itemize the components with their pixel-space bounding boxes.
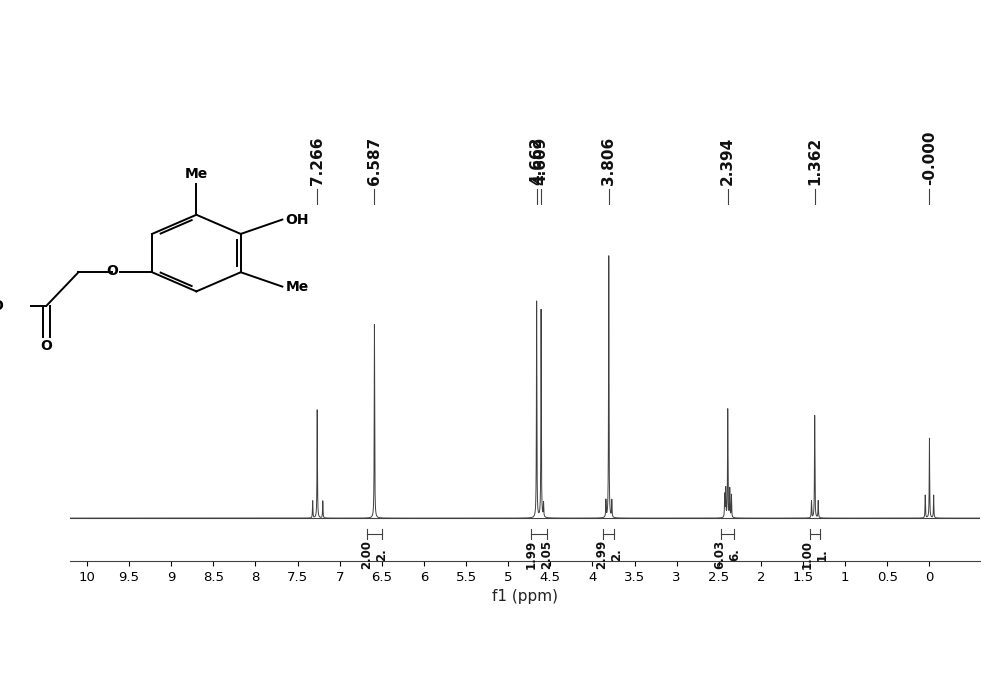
Text: O: O xyxy=(41,339,52,353)
Text: 7.266: 7.266 xyxy=(310,136,325,185)
Text: 6.587: 6.587 xyxy=(367,136,382,185)
Text: 4.662: 4.662 xyxy=(529,136,544,185)
Text: 1.362: 1.362 xyxy=(807,136,822,185)
Text: Me: Me xyxy=(185,168,208,181)
Text: 1.00
1.: 1.00 1. xyxy=(801,540,829,569)
Text: 2.394: 2.394 xyxy=(720,136,735,185)
Text: O: O xyxy=(107,264,118,278)
X-axis label: f1 (ppm): f1 (ppm) xyxy=(492,589,558,604)
Text: 2.99
2.: 2.99 2. xyxy=(595,540,623,569)
Text: 1.99
2.05: 1.99 2.05 xyxy=(525,540,553,569)
Text: 2.00
2.: 2.00 2. xyxy=(360,540,388,569)
Text: 4.609: 4.609 xyxy=(534,136,549,185)
Text: O: O xyxy=(0,299,3,313)
Text: Me: Me xyxy=(286,280,309,293)
Text: OH: OH xyxy=(286,213,309,226)
Text: -0.000: -0.000 xyxy=(922,130,937,185)
Text: 3.806: 3.806 xyxy=(601,136,616,185)
Text: 6.03
6.: 6.03 6. xyxy=(714,540,742,569)
